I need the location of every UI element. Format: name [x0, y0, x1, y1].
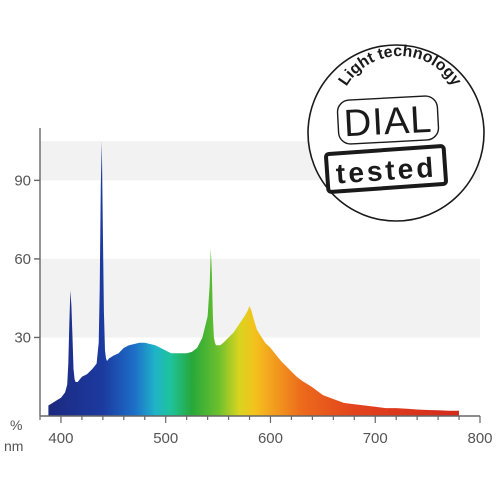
axes	[39, 128, 480, 417]
grid-band	[40, 258, 480, 338]
y-tick-label: 60	[14, 251, 31, 268]
x-unit-label: nm	[4, 438, 23, 454]
y-tick-label: 90	[14, 172, 31, 189]
stamp-dial-text: DIAL	[343, 99, 434, 146]
x-tick-label: 700	[363, 430, 388, 447]
x-tick-label: 500	[153, 430, 178, 447]
spectrum-series	[48, 141, 460, 416]
stamp-tested-text: tested	[335, 152, 437, 190]
tick-labels: 30 60 90 400 500 600 700 800	[14, 172, 492, 447]
stamp-inner-box	[336, 95, 440, 145]
stamp-tested-box	[324, 144, 448, 194]
spectrum-area	[48, 141, 460, 416]
x-tick-label: 600	[258, 430, 283, 447]
x-tick-label: 400	[48, 430, 73, 447]
y-tick-label: 30	[14, 329, 31, 346]
dial-tested-stamp: Light technology DIAL tested	[307, 43, 485, 222]
y-unit-label: %	[10, 417, 22, 433]
x-tick-label: 800	[467, 430, 492, 447]
